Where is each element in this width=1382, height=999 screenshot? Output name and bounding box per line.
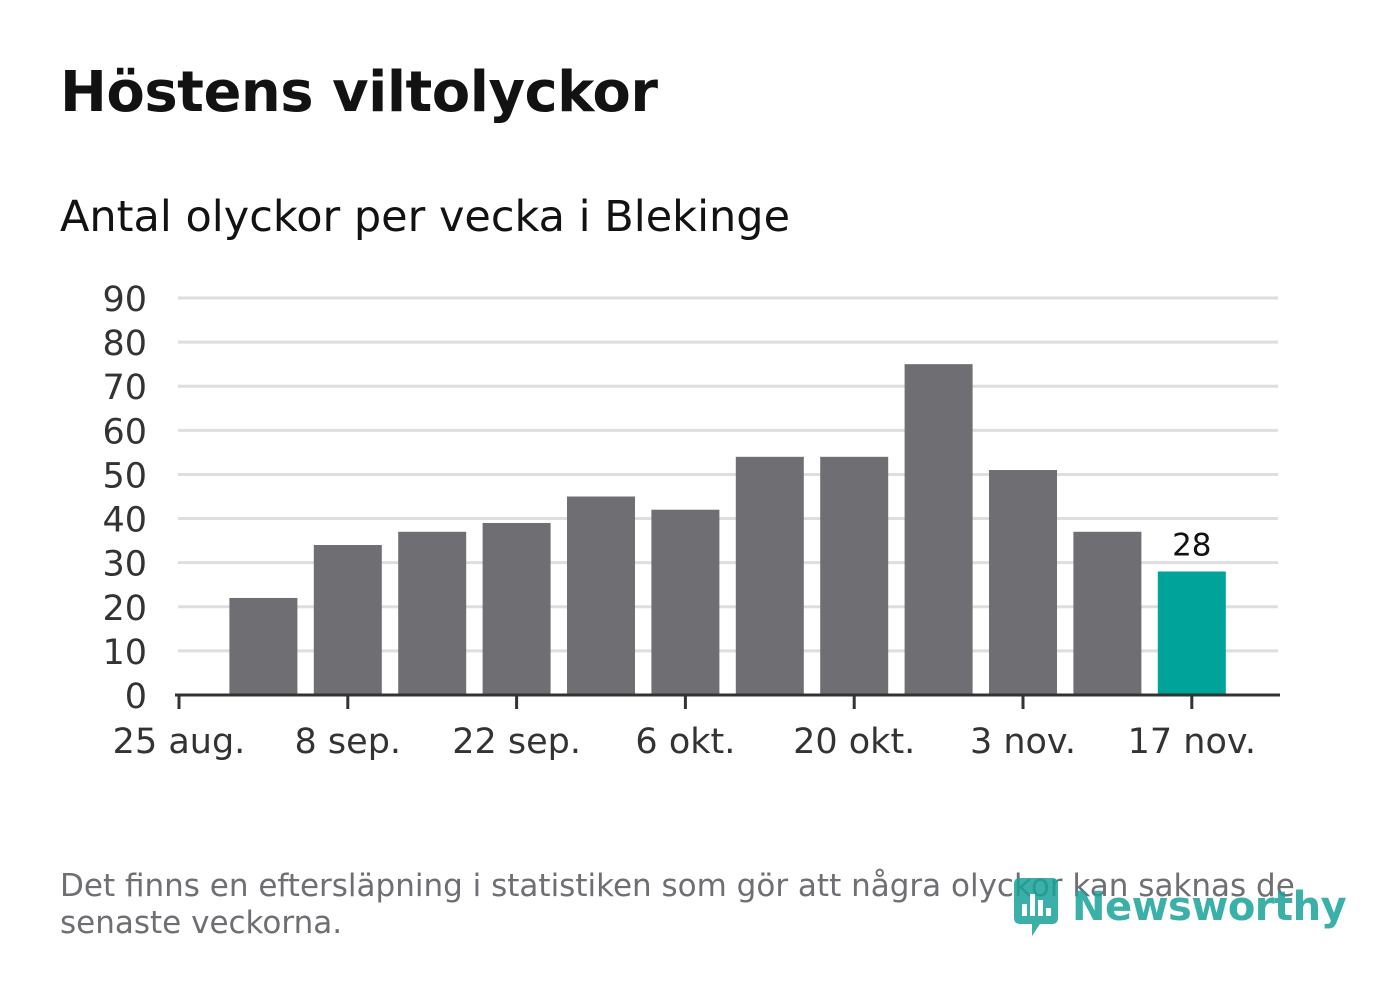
x-axis-ticks: 25 aug. 8 sep. 22 sep. 6 okt. 20 okt. 3 nov. 1… <box>113 695 1256 762</box>
newsworthy-logo-icon <box>1014 878 1058 936</box>
x-tick-label: 20 okt. <box>793 722 915 762</box>
y-tick-label: 50 <box>102 456 147 496</box>
bar-12 <box>1157 571 1226 695</box>
bar-5 <box>567 496 635 695</box>
chart-title: Höstens viltolyckor <box>60 60 658 125</box>
bar-9 <box>904 364 973 695</box>
bar-3 <box>398 531 467 695</box>
bar-7 <box>735 456 804 695</box>
y-tick-label: 20 <box>102 589 147 629</box>
bar-11 <box>1073 531 1142 695</box>
y-tick-label: 40 <box>102 501 147 541</box>
y-tick-label: 90 <box>102 280 147 320</box>
bar-10 <box>989 470 1057 695</box>
bar-8 <box>820 456 889 695</box>
bar-2 <box>313 545 382 695</box>
x-tick-label: 3 nov. <box>970 722 1076 762</box>
y-tick-label: 60 <box>102 412 147 452</box>
bar-data-label: 28 <box>1172 527 1211 563</box>
y-tick-label: 10 <box>102 633 147 673</box>
bars <box>229 364 1226 695</box>
y-tick-label: 0 <box>125 677 147 717</box>
x-tick-label: 17 nov. <box>1128 722 1256 762</box>
bar-1 <box>229 597 298 695</box>
bar-6 <box>651 509 720 695</box>
bar-4 <box>482 522 551 695</box>
x-tick-label: 22 sep. <box>452 722 581 762</box>
gridlines <box>178 296 1278 653</box>
y-tick-label: 80 <box>102 324 147 364</box>
chart-subtitle: Antal olyckor per vecka i Blekinge <box>60 192 791 242</box>
newsworthy-logo: Newsworthy <box>1010 876 1347 938</box>
x-tick-label: 6 okt. <box>635 722 735 762</box>
x-tick-label: 8 sep. <box>295 722 402 762</box>
logo-text: Newsworthy <box>1072 884 1347 930</box>
data-labels: 28 <box>1172 527 1211 563</box>
y-tick-label: 30 <box>102 545 147 585</box>
y-tick-label: 70 <box>102 368 147 408</box>
x-tick-label: 25 aug. <box>113 722 246 762</box>
footnote: Det finns en eftersläpning i statistiken… <box>60 868 1295 941</box>
